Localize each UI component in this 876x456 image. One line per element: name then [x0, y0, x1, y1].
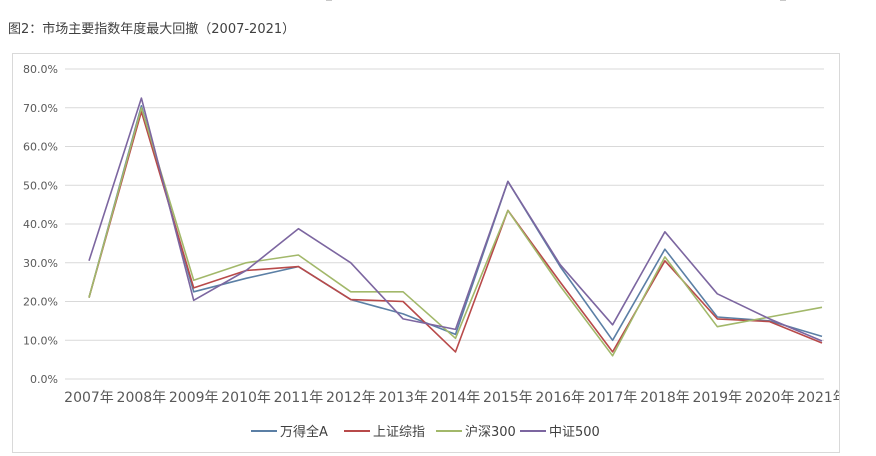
chart-area: 0.0% 10.0% 20.0% 30.0% 40.0% 50.0% 60.0% 70.0% 8…	[12, 53, 840, 453]
series-line	[88, 97, 823, 342]
figure-caption: 图2：市场主要指数年度最大回撤（2007-2021）	[8, 22, 296, 37]
y-axis-ticks: 0.0% 10.0% 20.0% 30.0% 40.0% 50.0% 60.0% 70.0% 8…	[23, 63, 58, 386]
x-tick-label: 2009年	[169, 390, 219, 406]
y-tick-label: 20.0%	[23, 296, 58, 309]
y-tick-label: 70.0%	[23, 102, 58, 115]
x-tick-label: 2021年	[797, 390, 839, 406]
y-tick-label: 10.0%	[23, 334, 58, 347]
legend-item: 上证综指	[344, 425, 425, 440]
x-tick-label: 2008年	[117, 390, 167, 406]
x-tick-label: 2014年	[431, 390, 481, 406]
series-line	[88, 104, 823, 342]
x-tick-label: 2010年	[221, 390, 271, 406]
x-axis-ticks: 2007年 2008年 2009年 2010年 2011年 2012年 2013年 2014年…	[64, 390, 839, 406]
x-tick-label: 2020年	[745, 390, 795, 406]
series-line	[88, 110, 823, 353]
x-tick-label: 2019年	[692, 390, 742, 406]
y-tick-label: 80.0%	[23, 63, 58, 76]
legend-label: 中证500	[549, 425, 600, 440]
legend-item: 万得全A	[251, 424, 328, 440]
legend-item: 沪深300	[436, 424, 516, 440]
legend-label: 万得全A	[280, 424, 328, 440]
legend-label: 沪深300	[465, 424, 516, 440]
legend-label: 上证综指	[373, 425, 425, 440]
x-tick-label: 2018年	[640, 390, 690, 406]
x-tick-label: 2013年	[378, 390, 428, 406]
series-lines	[88, 97, 823, 357]
x-tick-label: 2016年	[535, 390, 585, 406]
x-tick-label: 2011年	[274, 390, 324, 406]
legend: 万得全A 上证综指 沪深300 中证500	[251, 424, 600, 440]
y-tick-label: 30.0%	[23, 257, 58, 270]
y-tick-label: 40.0%	[23, 218, 58, 231]
legend-item: 中证500	[520, 425, 600, 440]
y-tick-label: 60.0%	[23, 141, 58, 154]
top-edge-mark-right	[780, 0, 786, 1]
series-line	[88, 106, 823, 357]
x-tick-label: 2007年	[64, 390, 114, 406]
top-edge-mark-left	[326, 0, 332, 1]
gridlines	[65, 68, 824, 380]
line-chart: 0.0% 10.0% 20.0% 30.0% 40.0% 50.0% 60.0% 70.0% 8…	[23, 63, 839, 440]
x-tick-label: 2012年	[326, 390, 376, 406]
x-tick-label: 2017年	[588, 390, 638, 406]
y-tick-label: 50.0%	[23, 179, 58, 192]
x-tick-label: 2015年	[483, 390, 533, 406]
y-tick-label: 0.0%	[30, 373, 58, 386]
